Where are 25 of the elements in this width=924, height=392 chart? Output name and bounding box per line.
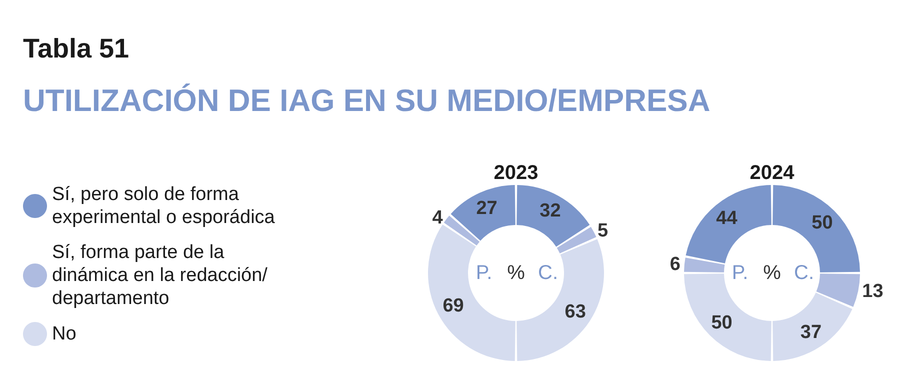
- data-label: 69: [442, 296, 464, 317]
- chart-title: Tabla 51: [23, 34, 130, 64]
- chart-subtitle: UTILIZACIÓN DE IAG EN SU MEDIO/EMPRESA: [23, 83, 710, 118]
- text: P.: [732, 262, 748, 284]
- data-label: 37: [800, 322, 822, 343]
- legend-label: Sí, forma parte de la dinámica en la redacción/departamento: [52, 242, 268, 309]
- data-label: 6: [670, 254, 680, 276]
- data-label: 27: [476, 198, 498, 219]
- slice-label: 2023: [494, 162, 538, 184]
- text: P.: [476, 262, 492, 284]
- text: C.: [794, 262, 814, 284]
- data-label: 5: [598, 220, 609, 242]
- data-label: 13: [862, 280, 884, 302]
- text: C.: [538, 262, 558, 284]
- legend-label: No: [52, 324, 76, 344]
- data-label: 50: [812, 212, 833, 234]
- text: %: [507, 262, 526, 284]
- data-label: 44: [716, 208, 738, 229]
- data-label: 32: [540, 200, 561, 222]
- data-label: 63: [564, 301, 586, 322]
- data-label: 4: [432, 207, 444, 228]
- data-label: 50: [711, 312, 732, 334]
- slice-label: 2024: [750, 162, 796, 184]
- text: %: [763, 262, 781, 284]
- legend-label: Sí, pero solo de forma experimental o esporádica: [52, 184, 276, 228]
